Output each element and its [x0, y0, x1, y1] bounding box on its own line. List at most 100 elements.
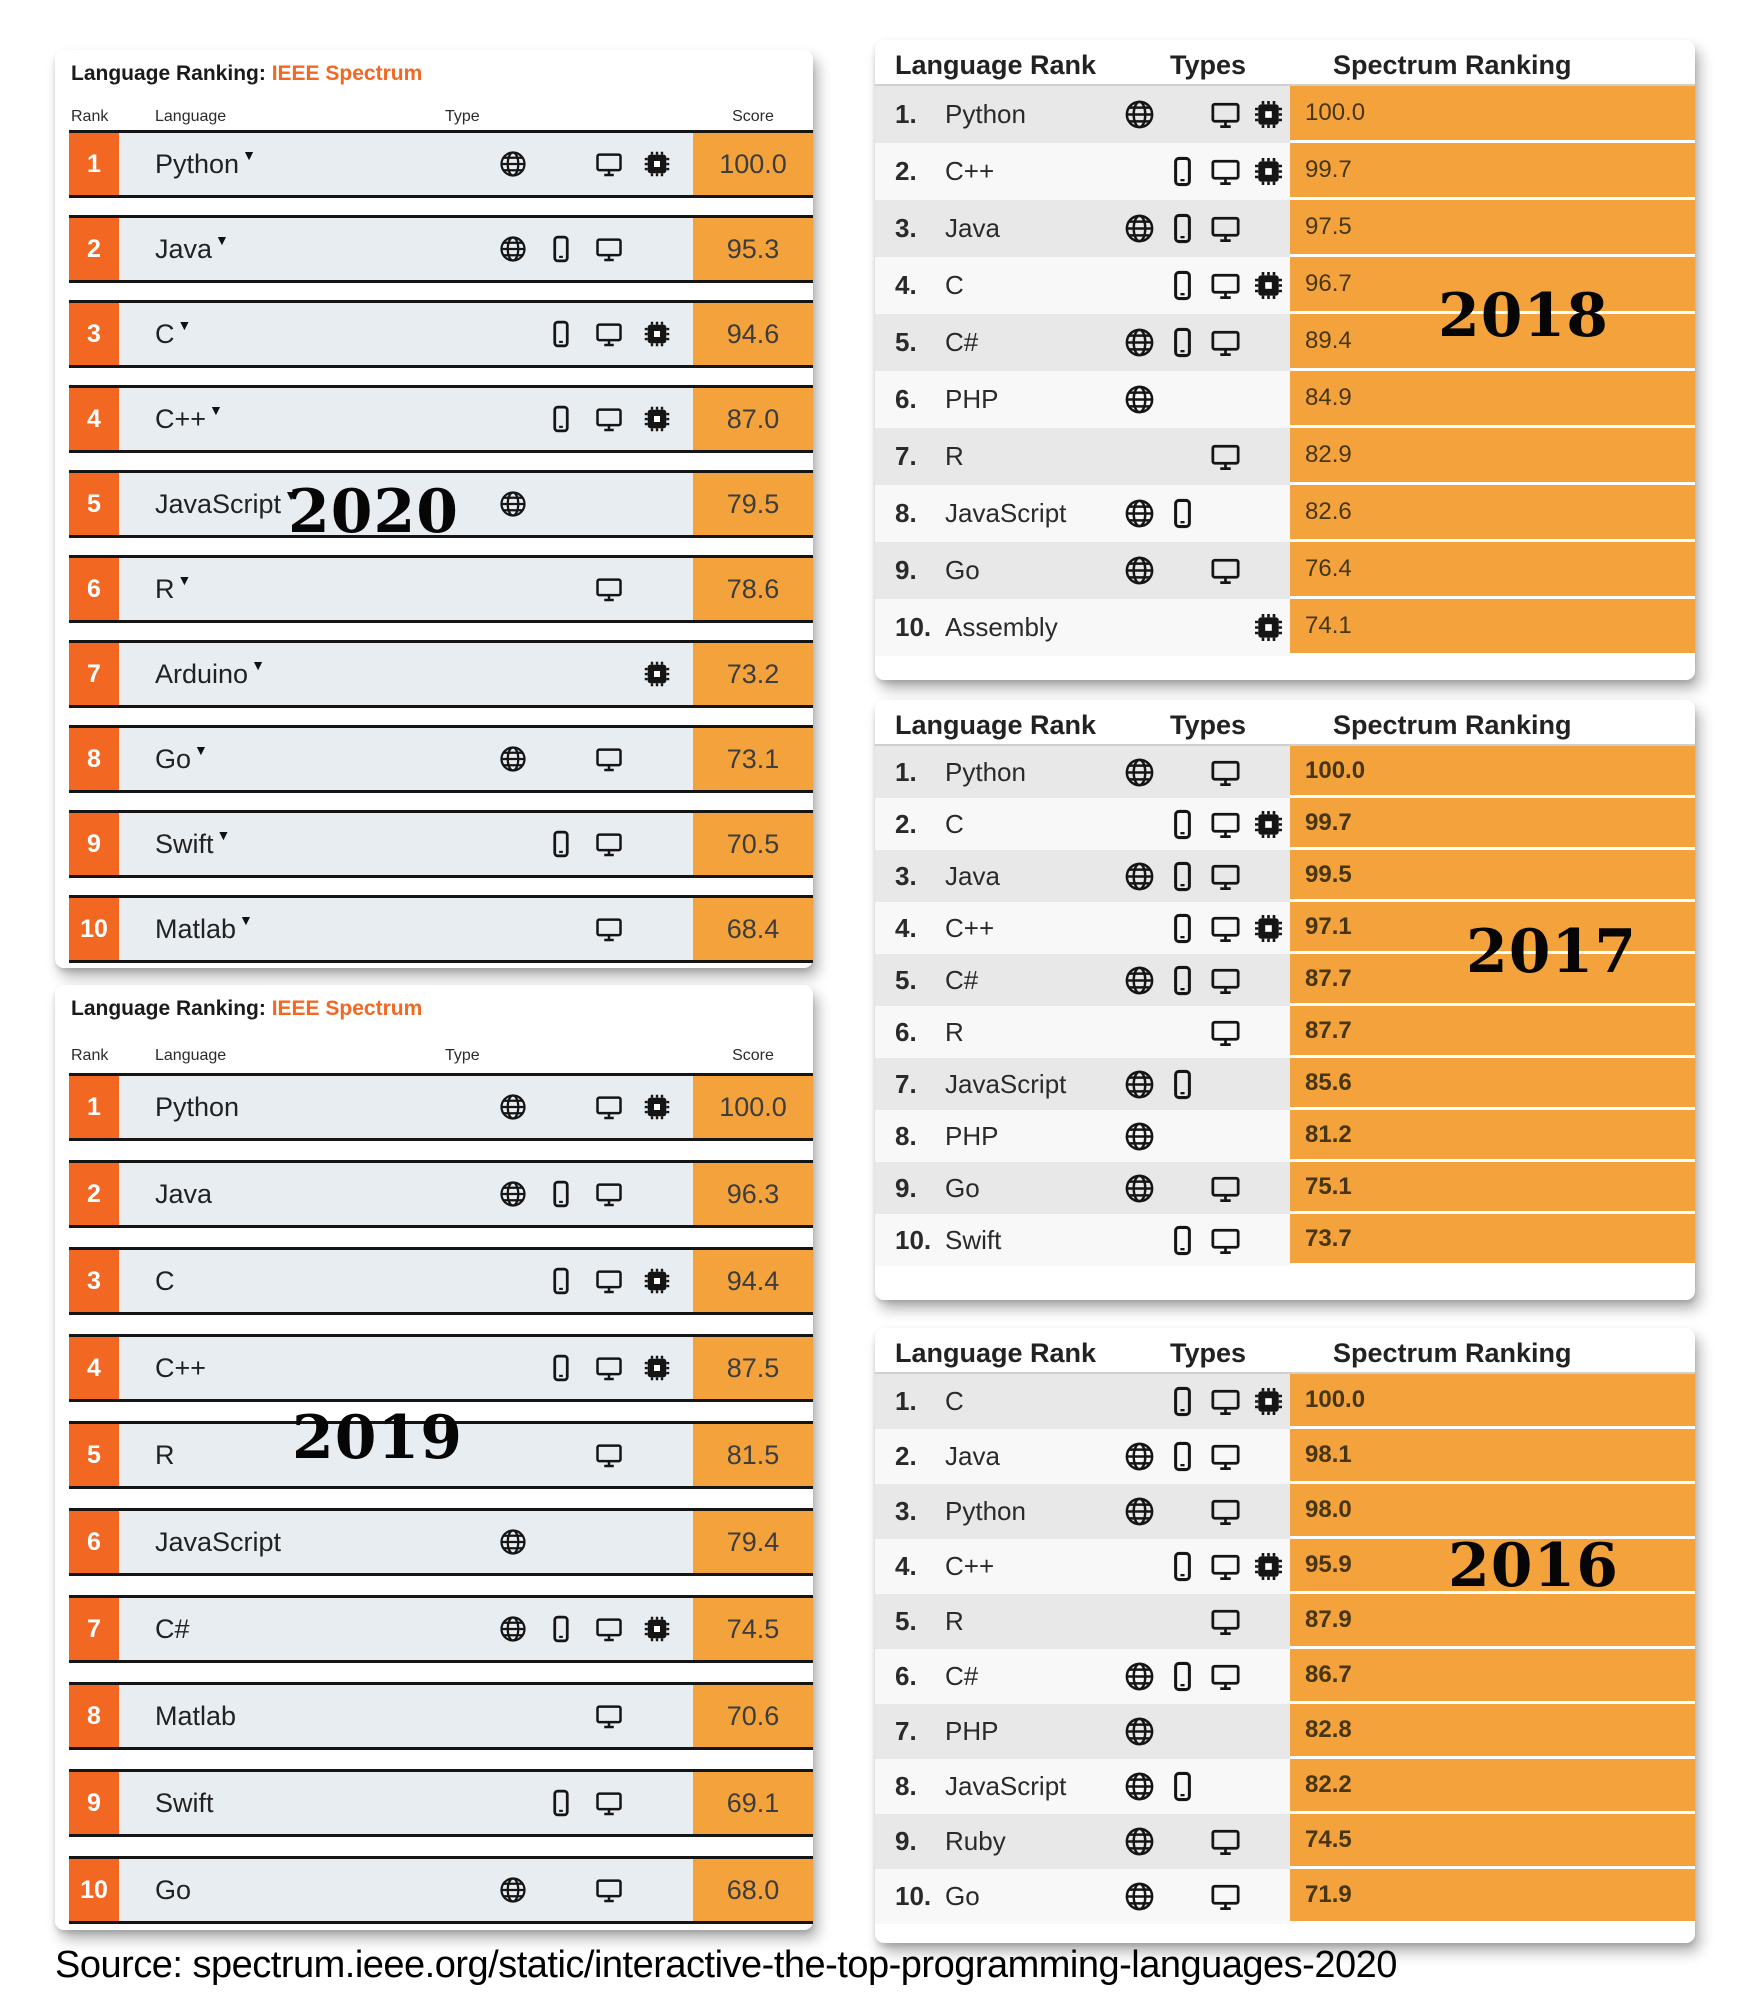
ranking-bar: 87.7 — [1290, 1006, 1695, 1058]
language-name[interactable]: Matlab — [155, 913, 237, 944]
language-name: C — [945, 270, 964, 300]
table-row: 3. Java 97.5 — [875, 200, 1695, 257]
ranking-panel-2018: Language Rank Types Spectrum Ranking 1. P… — [875, 40, 1695, 680]
rank-badge: 6 — [69, 1511, 119, 1573]
chip-icon — [633, 402, 681, 436]
table-row: 8. JavaScript 82.2 — [875, 1759, 1695, 1814]
ranking-rows: 1. Python 100.0 2. C 99.7 3. Java 99.5 4. C++ 97.1 5… — [875, 746, 1695, 1266]
chip-icon — [1247, 807, 1290, 841]
monitor-icon — [585, 1264, 633, 1298]
globe-icon — [1118, 1171, 1161, 1205]
score-cell: 70.6 — [693, 1685, 813, 1747]
table-row: 2 Java 96.3 — [69, 1160, 813, 1228]
language-name: Python — [945, 1496, 1026, 1526]
language-name: PHP — [945, 384, 999, 414]
ranking-value: 81.2 — [1305, 1120, 1352, 1148]
language-name: Swift — [155, 1787, 214, 1818]
chevron-down-icon[interactable]: ▼ — [194, 742, 208, 758]
type-icons — [1118, 554, 1290, 588]
table-row: 4. C 96.7 — [875, 257, 1695, 314]
language-name[interactable]: Arduino — [155, 658, 249, 689]
type-icons — [1118, 1223, 1290, 1257]
smartphone-icon — [1161, 497, 1204, 531]
ranking-value: 71.9 — [1305, 1881, 1352, 1908]
type-icons — [1118, 326, 1290, 360]
table-row: 6 JavaScript 79.4 — [69, 1508, 813, 1576]
globe-icon — [489, 1177, 537, 1211]
table-row: 2. C 99.7 — [875, 798, 1695, 850]
chevron-down-icon[interactable]: ▼ — [242, 147, 256, 163]
empty-type-slot — [1247, 497, 1290, 531]
type-icons — [489, 1772, 681, 1834]
year-overlay-2016: 2016 — [1448, 1531, 1619, 1601]
monitor-icon — [585, 1786, 633, 1820]
monitor-icon — [1204, 212, 1247, 246]
table-row: 5. C# 89.4 — [875, 314, 1695, 371]
ranking-value: 97.5 — [1305, 213, 1352, 240]
empty-type-slot — [489, 1351, 537, 1385]
chevron-down-icon[interactable]: ▼ — [251, 657, 265, 673]
monitor-icon — [585, 1873, 633, 1907]
language-name: Python — [945, 99, 1026, 129]
score-cell: 73.1 — [693, 728, 813, 790]
score-cell: 78.6 — [693, 558, 813, 620]
empty-type-slot — [1118, 269, 1161, 303]
rank-number: 5. — [895, 1606, 917, 1636]
rank-badge: 1 — [69, 133, 119, 195]
col-header-rank: Rank — [71, 108, 109, 125]
empty-type-slot — [1247, 755, 1290, 789]
language-name[interactable]: Python — [155, 148, 240, 179]
type-icons — [1118, 1495, 1290, 1529]
chevron-down-icon[interactable]: ▼ — [177, 317, 192, 333]
rank-badge: 9 — [69, 1772, 119, 1834]
chip-icon — [1247, 611, 1290, 645]
empty-type-slot — [1161, 554, 1204, 588]
table-row: 2 Java ▼ 95.3 — [69, 215, 813, 283]
rank-number: 8. — [895, 1771, 917, 1801]
type-icons — [1118, 611, 1290, 645]
rank-number: 4. — [895, 1551, 917, 1581]
monitor-icon — [1204, 859, 1247, 893]
globe-icon — [1118, 1770, 1161, 1804]
chevron-down-icon[interactable]: ▼ — [209, 402, 223, 418]
language-name[interactable]: C++ — [155, 403, 207, 434]
language-name[interactable]: Go — [155, 743, 192, 774]
globe-icon — [1118, 1660, 1161, 1694]
type-icons — [1118, 1015, 1290, 1049]
row-body: Matlab — [119, 1685, 693, 1747]
globe-icon — [489, 1090, 537, 1124]
ranking-value: 73.7 — [1305, 1224, 1352, 1252]
language-name: R — [945, 1016, 964, 1047]
chip-icon — [1247, 1550, 1290, 1584]
type-icons — [489, 1337, 681, 1399]
monitor-icon — [1204, 755, 1247, 789]
chevron-down-icon[interactable]: ▼ — [215, 232, 229, 248]
ranking-value: 95.9 — [1305, 1551, 1352, 1578]
ranking-value: 100.0 — [1305, 756, 1366, 784]
monitor-icon — [585, 1351, 633, 1385]
chevron-down-icon[interactable]: ▼ — [284, 487, 298, 503]
language-name[interactable]: Java — [155, 233, 213, 264]
language-name[interactable]: Swift — [155, 828, 214, 859]
ranking-bar: 84.9 — [1290, 371, 1695, 428]
language-name[interactable]: JavaScript — [155, 488, 282, 519]
empty-type-slot — [1247, 1495, 1290, 1529]
monitor-icon — [1204, 98, 1247, 132]
language-name: C# — [945, 964, 979, 995]
ranking-bar: 82.2 — [1290, 1759, 1695, 1814]
chevron-down-icon[interactable]: ▼ — [216, 827, 231, 843]
language-name[interactable]: C — [155, 318, 175, 349]
language-name: Go — [155, 1874, 192, 1905]
rank-number: 8. — [895, 1120, 917, 1151]
empty-type-slot — [489, 1264, 537, 1298]
score-cell: 73.2 — [693, 643, 813, 705]
rank-number: 5. — [895, 327, 917, 357]
row-body: Swift — [119, 1772, 693, 1834]
chevron-down-icon[interactable]: ▼ — [239, 912, 253, 928]
globe-icon — [489, 232, 537, 266]
empty-type-slot — [1161, 440, 1204, 474]
language-name[interactable]: R — [155, 573, 175, 604]
chevron-down-icon[interactable]: ▼ — [177, 572, 192, 588]
smartphone-icon — [1161, 326, 1204, 360]
table-row: 5 JavaScript ▼ 79.5 — [69, 470, 813, 538]
